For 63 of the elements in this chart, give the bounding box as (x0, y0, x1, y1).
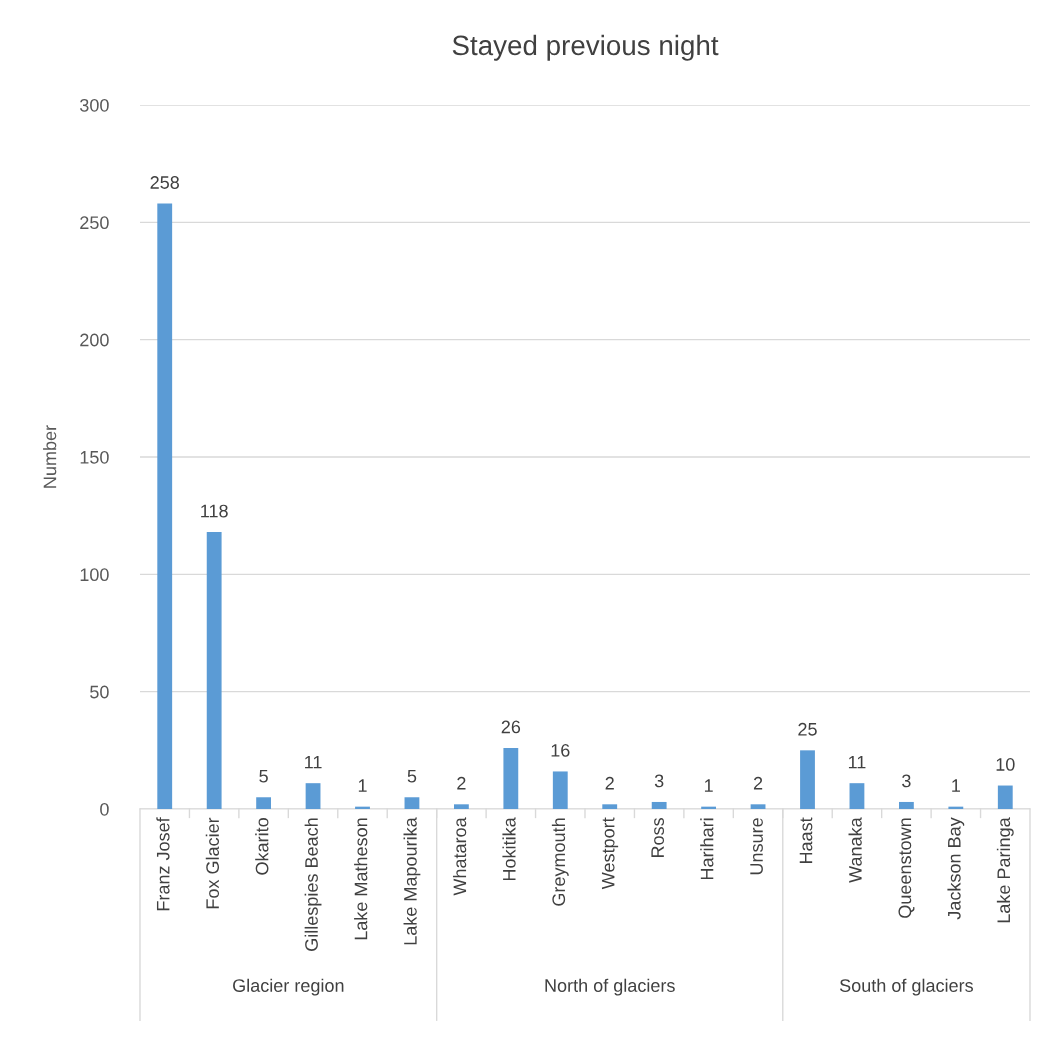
chart-title: Stayed previous night (452, 34, 719, 61)
data-label: 3 (654, 774, 664, 788)
x-tick-label: Gillespies Beach (304, 818, 322, 951)
x-tick-label: Lake Mapourika (403, 817, 421, 945)
data-label: 10 (996, 758, 1015, 771)
x-tick-label: Hokitika (502, 817, 516, 881)
bar (552, 771, 568, 809)
bar (503, 747, 519, 809)
data-label: 1 (704, 779, 713, 792)
x-tick-label: Okarito (255, 818, 269, 875)
data-label: 2 (753, 776, 763, 790)
bar (800, 750, 815, 809)
data-label: 1 (952, 779, 960, 792)
data-label: 25 (798, 722, 817, 736)
y-tick-label: 50 (90, 685, 109, 699)
text: North of glaciers (545, 978, 675, 996)
x-tick-label: Ross (651, 817, 665, 857)
x-tick-label: Harihari (700, 818, 714, 880)
x-tick-label: Westport (601, 817, 619, 890)
y-tick-label: 250 (80, 216, 109, 230)
bar (206, 532, 222, 809)
bar (602, 804, 618, 809)
bar (997, 785, 1013, 809)
bar (651, 801, 667, 809)
x-tick-label: Whataroa (452, 817, 467, 896)
x-tick-label: Jackson Bay (947, 817, 965, 920)
data-label: 11 (848, 755, 866, 769)
y-tick-label: 150 (80, 450, 109, 464)
data-label: 1 (358, 779, 367, 792)
bar (849, 783, 865, 809)
text: Glacier region (233, 978, 344, 996)
data-label: 11 (305, 755, 322, 769)
x-tick-label: Greymouth (551, 818, 569, 906)
x-tick-label: Lake Matheson (354, 818, 368, 940)
x-tick-label: Wanaka (848, 817, 862, 883)
x-tick-label: Fox Glacier (205, 817, 220, 909)
y-tick-label: 0 (100, 802, 109, 816)
y-tick-label: 300 (80, 98, 109, 112)
bar (256, 797, 272, 809)
bar (453, 804, 469, 809)
y-axis-title: Number (43, 425, 57, 488)
x-tick-label: Haast (799, 817, 813, 864)
data-label: 118 (201, 504, 228, 518)
bar (305, 783, 321, 809)
x-tick-label: Lake Paringa (996, 817, 1014, 923)
data-label: 2 (605, 776, 614, 790)
data-label: 16 (551, 743, 570, 757)
bar (898, 801, 914, 809)
y-tick-label: 200 (80, 333, 109, 347)
bar (404, 797, 420, 809)
y-tick-label: 100 (80, 568, 109, 582)
x-tick-label: Franz Josef (156, 817, 170, 911)
data-label: 5 (259, 769, 268, 783)
data-label: 26 (501, 720, 521, 734)
bar (750, 804, 766, 809)
data-label: 2 (457, 776, 466, 790)
text: South of glaciers (839, 978, 973, 996)
data-label: 5 (407, 769, 417, 783)
x-tick-label: Unsure (750, 818, 763, 875)
bar (157, 203, 173, 809)
data-label: 3 (902, 774, 911, 788)
data-label: 258 (150, 176, 179, 189)
x-tick-label: Queenstown (898, 818, 915, 918)
